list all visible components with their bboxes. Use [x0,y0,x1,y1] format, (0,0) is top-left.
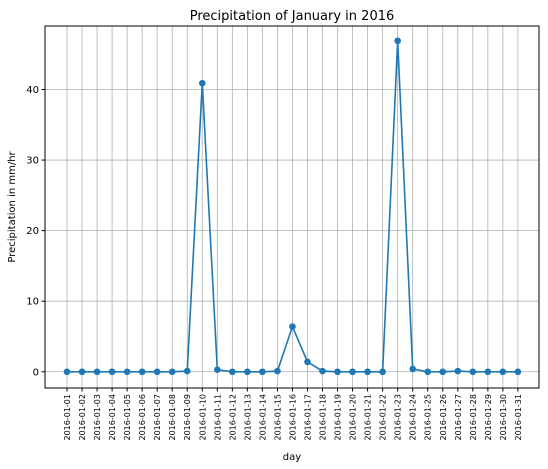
data-point [484,368,492,376]
x-tick-label: 2016-01-24 [409,394,418,441]
x-tick-label: 2016-01-01 [63,394,72,441]
data-point [78,368,86,376]
x-tick-label: 2016-01-30 [499,394,508,441]
x-tick-label: 2016-01-05 [123,394,132,441]
y-tick-label: 0 [33,367,39,378]
data-point [394,37,401,45]
x-tick-label: 2016-01-03 [93,394,102,441]
data-point [183,367,191,375]
x-tick-label: 2016-01-04 [108,394,117,441]
x-tick-label: 2016-01-11 [213,394,222,441]
data-point [289,323,296,330]
data-point [168,368,176,376]
data-point [123,368,131,376]
data-point [439,368,447,376]
data-point [244,368,251,376]
plot-frame [44,25,540,389]
x-tick-label: 2016-01-28 [469,394,478,441]
data-point [259,368,266,376]
grid-layer [45,26,539,388]
data-point [304,358,311,366]
x-tick-label: 2016-01-06 [138,394,147,441]
x-tick-label: 2016-01-25 [424,394,433,441]
data-point [274,367,281,375]
x-tick-label: 2016-01-16 [288,394,297,441]
x-tick-label: 2016-01-15 [273,394,282,441]
y-tick-label: 20 [26,226,39,237]
x-tick-label: 2016-01-09 [183,394,192,441]
x-tick-label: 2016-01-02 [78,394,87,441]
data-point [319,367,326,375]
data-point [409,365,416,373]
data-point [334,368,341,376]
y-tick-label: 30 [26,156,39,167]
x-tick-label: 2016-01-07 [153,394,162,441]
x-tick-label: 2016-01-29 [484,394,493,441]
series-layer [63,37,522,376]
x-tick-label: 2016-01-31 [514,394,523,441]
x-tick-label: 2016-01-13 [243,394,252,441]
y-tick-label: 10 [26,297,39,308]
data-point [198,79,206,87]
x-tick-label: 2016-01-20 [349,394,358,441]
x-tick-label: 2016-01-08 [168,394,177,441]
x-tick-label: 2016-01-23 [394,394,403,441]
y-axis-ticks: 0 10 20 30 40 [26,85,45,378]
x-axis-label: day [283,452,301,463]
data-point [454,367,462,375]
data-point [108,368,116,376]
data-point [379,368,386,376]
data-point [93,368,101,376]
data-point [514,368,522,376]
data-point [364,368,371,376]
x-tick-label: 2016-01-17 [303,394,312,441]
data-point [349,368,356,376]
x-tick-label: 2016-01-19 [334,394,343,441]
data-point [153,368,161,376]
data-point [63,368,71,376]
x-tick-label: 2016-01-27 [454,394,463,441]
x-axis-ticks: 2016-01-01 2016-01-02 2016-01-03 2016-01-04… [63,388,523,441]
chart-title: Precipitation of January in 2016 [190,9,395,24]
x-tick-label: 2016-01-10 [198,394,207,441]
x-tick-label: 2016-01-22 [379,394,388,441]
data-point [229,368,236,376]
data-point [214,366,221,373]
data-point [469,368,477,376]
x-tick-label: 2016-01-14 [258,394,267,441]
y-axis-label: Precipitation in mm/hr [7,150,18,262]
data-point [499,368,507,376]
data-point [138,368,146,376]
x-tick-label: 2016-01-21 [364,394,373,441]
x-tick-label: 2016-01-26 [439,394,448,441]
x-tick-label: 2016-01-12 [228,394,237,441]
x-tick-label: 2016-01-18 [319,394,328,441]
data-point [424,368,432,376]
y-tick-label: 40 [26,85,39,96]
